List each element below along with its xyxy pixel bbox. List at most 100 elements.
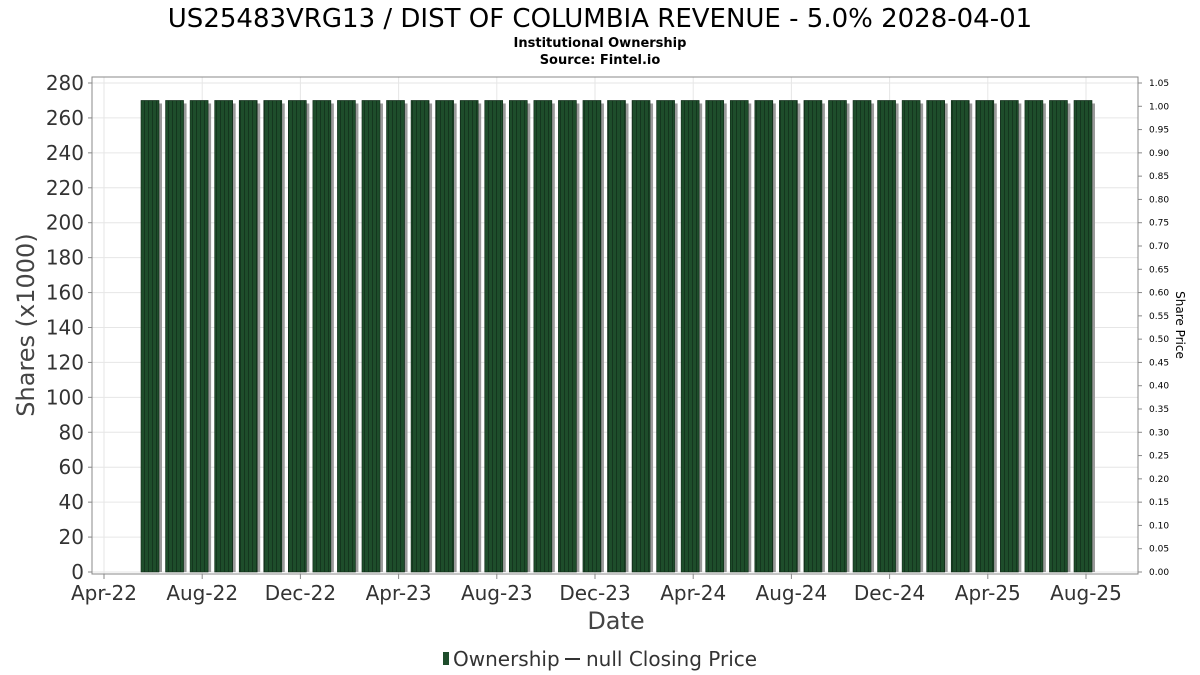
- x-tick-label: Aug-22: [166, 581, 238, 605]
- legend-label-ownership: Ownership: [453, 647, 560, 671]
- y-tick-label: 60: [59, 455, 84, 479]
- y-tick-label: 20: [59, 525, 84, 549]
- x-tick-label: Aug-23: [461, 581, 533, 605]
- y-tick-label: 100: [46, 385, 84, 409]
- bar-ownership: [901, 100, 921, 573]
- y2-tick-label: 0.85: [1149, 172, 1169, 182]
- bar-ownership: [288, 100, 307, 573]
- bar-ownership: [1049, 100, 1068, 573]
- bar-ownership: [459, 100, 479, 573]
- x-tick-label: Apr-24: [660, 581, 726, 605]
- chart-subtitle: Institutional Ownership: [514, 36, 687, 51]
- bar-ownership: [631, 100, 651, 573]
- x-tick-label: Aug-25: [1050, 581, 1122, 605]
- y-tick-label: 160: [46, 281, 84, 305]
- x-axis-label: Date: [587, 607, 644, 635]
- y-tick-label: 200: [46, 211, 84, 235]
- bar-ownership: [484, 100, 504, 573]
- bar-ownership: [558, 100, 577, 573]
- bar-ownership: [214, 100, 233, 573]
- bar-ownership: [165, 100, 184, 573]
- x-tick-label: Dec-24: [854, 581, 925, 605]
- bar-ownership: [238, 100, 258, 573]
- y2-tick-label: 0.95: [1149, 126, 1169, 136]
- y2-tick-label: 0.50: [1149, 335, 1169, 345]
- y-tick-label: 80: [59, 420, 84, 444]
- legend-label-closing-price: null Closing Price: [586, 647, 757, 671]
- y-tick-label: 220: [46, 176, 84, 200]
- chart-title: US25483VRG13 / DIST OF COLUMBIA REVENUE …: [168, 4, 1032, 34]
- y2-tick-label: 0.90: [1149, 149, 1169, 159]
- x-tick-label: Apr-23: [366, 581, 432, 605]
- y2-axis-label: Share Price: [1173, 291, 1187, 359]
- x-tick-label: Dec-22: [265, 581, 336, 605]
- bar-ownership: [410, 100, 430, 573]
- bar-ownership: [852, 100, 872, 573]
- y-tick-label: 280: [46, 71, 84, 95]
- bar-ownership: [705, 100, 725, 573]
- y2-tick-label: 0.20: [1149, 475, 1169, 485]
- x-axis: Apr-22 Aug-22 Dec-22 Apr-23 Aug-23 Dec-23 Apr-…: [71, 574, 1122, 605]
- y2-tick-label: 0.05: [1149, 545, 1169, 555]
- bar-ownership: [533, 100, 553, 573]
- y2-tick-label: 0.70: [1149, 242, 1169, 252]
- y2-tick-label: 0.30: [1149, 428, 1169, 438]
- x-tick-label: Apr-22: [71, 581, 137, 605]
- bar-ownership: [508, 100, 528, 573]
- bar-ownership: [337, 100, 356, 573]
- legend: Ownership null Closing Price: [443, 647, 757, 671]
- y-axis-label: Shares (x1000): [12, 233, 40, 416]
- y2-tick-label: 0.75: [1149, 219, 1169, 229]
- bar-ownership: [1024, 100, 1044, 573]
- y-tick-label: 40: [59, 490, 84, 514]
- chart-source: Source: Fintel.io: [540, 53, 661, 68]
- y2-tick-label: 1.05: [1149, 79, 1169, 89]
- y-axis-right: 0.00 0.05 0.10 0.15 0.20 0.25 0.30 0.35 0.40 0.45…: [1138, 79, 1169, 578]
- y2-tick-label: 0.35: [1149, 405, 1169, 415]
- bar-ownership: [877, 100, 896, 573]
- bar-ownership: [656, 100, 675, 573]
- bar-ownership: [607, 100, 626, 573]
- plot-frame: [91, 76, 1139, 575]
- x-tick-label: Dec-23: [559, 581, 630, 605]
- bar-ownership: [729, 100, 749, 573]
- y2-tick-label: 0.15: [1149, 498, 1169, 508]
- bar-ownership: [361, 100, 381, 573]
- y2-tick-label: 0.80: [1149, 195, 1169, 205]
- bar-series-ownership: [140, 100, 1095, 573]
- bar-ownership: [754, 100, 774, 573]
- bar-ownership: [926, 100, 945, 573]
- y2-tick-label: 0.40: [1149, 382, 1169, 392]
- bar-ownership: [828, 100, 847, 573]
- x-tick-label: Apr-25: [955, 581, 1021, 605]
- bar-ownership: [582, 100, 602, 573]
- bar-ownership: [975, 100, 995, 573]
- y2-tick-label: 1.00: [1149, 102, 1169, 112]
- bar-ownership: [140, 100, 160, 573]
- y-tick-label: 0: [71, 560, 84, 584]
- y-tick-label: 140: [46, 316, 84, 340]
- bar-ownership: [263, 100, 283, 573]
- bar-ownership: [950, 100, 970, 573]
- legend-swatch-ownership: [443, 652, 449, 665]
- y-tick-label: 120: [46, 350, 84, 374]
- y2-tick-label: 0.60: [1149, 289, 1169, 299]
- y2-tick-label: 0.45: [1149, 358, 1169, 368]
- y-tick-label: 240: [46, 141, 84, 165]
- bar-ownership: [779, 100, 798, 573]
- y-tick-label: 180: [46, 246, 84, 270]
- bar-ownership: [680, 100, 700, 573]
- y2-tick-label: 0.00: [1149, 568, 1169, 578]
- bar-ownership: [435, 100, 454, 573]
- y2-tick-label: 0.25: [1149, 452, 1169, 462]
- bar-ownership: [386, 100, 405, 573]
- y2-tick-label: 0.65: [1149, 265, 1169, 275]
- bar-ownership: [803, 100, 823, 573]
- bar-ownership: [1073, 100, 1093, 573]
- y2-tick-label: 0.55: [1149, 312, 1169, 322]
- y-tick-label: 260: [46, 106, 84, 130]
- bar-ownership: [312, 100, 332, 573]
- bar-ownership: [189, 100, 209, 573]
- x-tick-label: Aug-24: [756, 581, 828, 605]
